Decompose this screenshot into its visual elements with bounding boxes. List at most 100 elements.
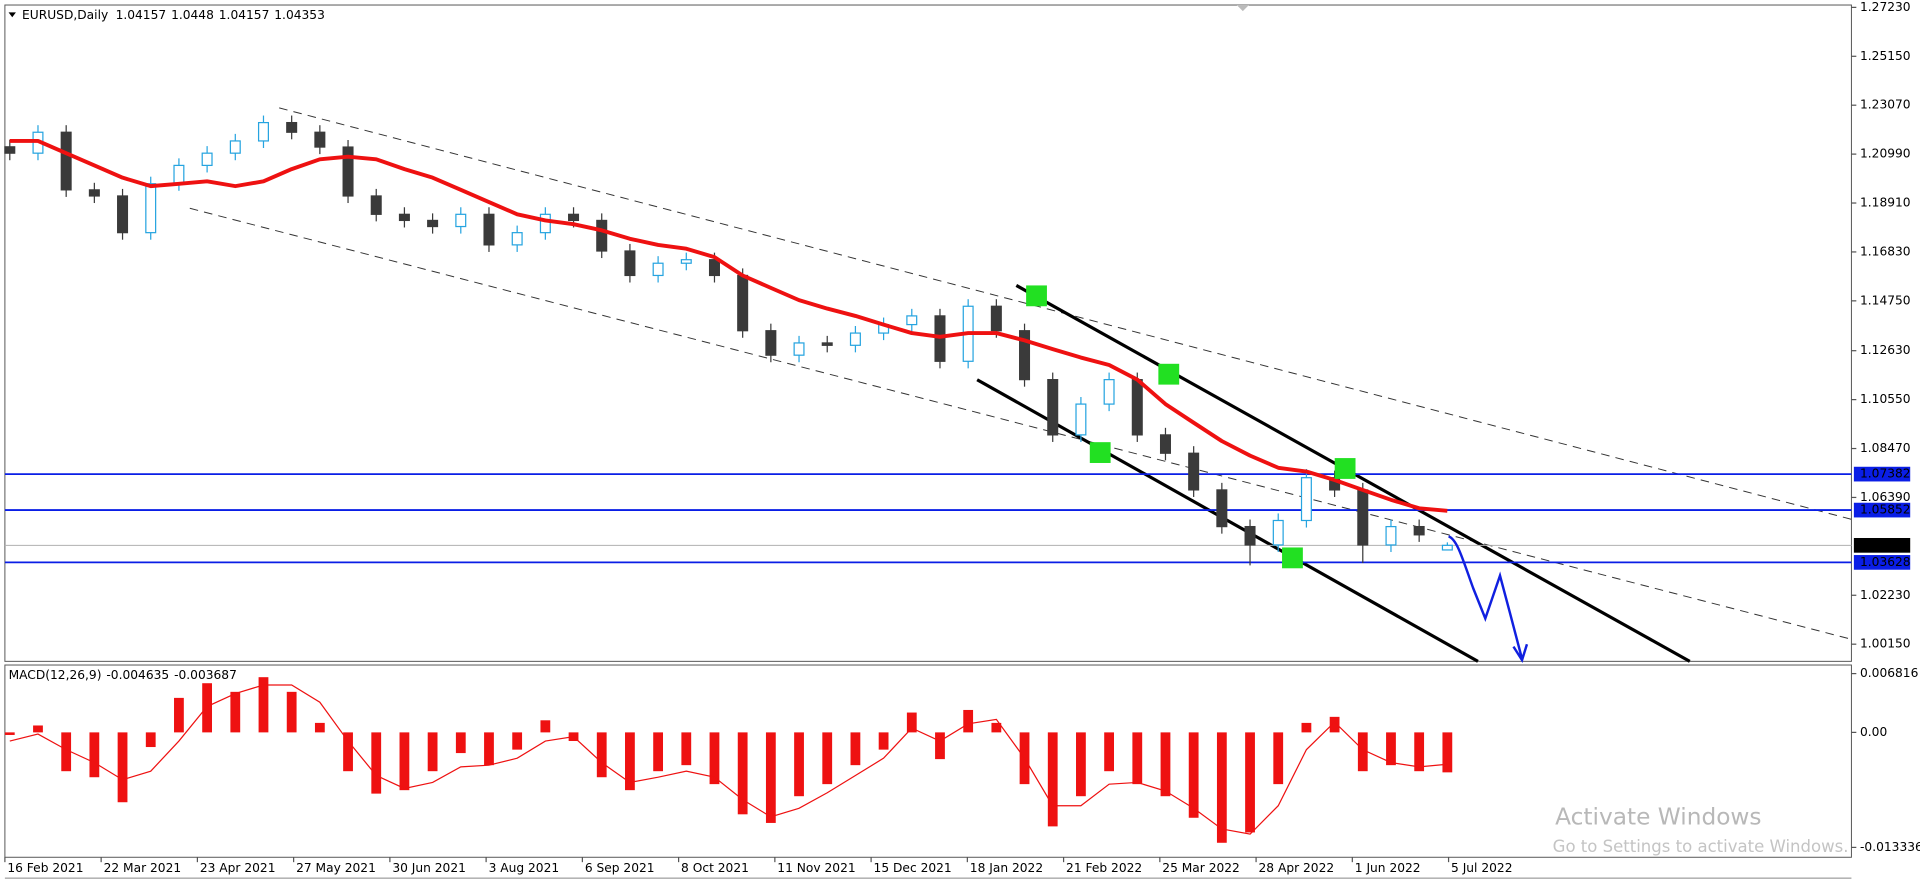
watermark-subtitle: Go to Settings to activate Windows.	[1553, 837, 1849, 856]
macd-bar	[427, 732, 438, 772]
candle-body	[1159, 434, 1171, 454]
forecast-arrow	[1447, 535, 1529, 664]
candle-body	[286, 121, 298, 133]
candle-body	[1019, 330, 1031, 381]
candle-body	[680, 259, 692, 264]
candle-body	[1131, 379, 1143, 436]
candle-body	[427, 219, 439, 228]
x-tick-label: 6 Sep 2021	[585, 861, 655, 875]
high-value: 1.0448	[171, 7, 214, 21]
macd-bar	[653, 732, 664, 772]
level-box	[1853, 555, 1911, 570]
macd-value: -0.004635	[106, 667, 169, 681]
x-tick-label: 16 Feb 2021	[7, 861, 83, 875]
x-tick-label: 18 Jan 2022	[970, 861, 1043, 875]
y-tick-label: 1.20990	[1860, 147, 1911, 161]
candle-body	[201, 152, 213, 167]
candle-body	[1047, 379, 1059, 436]
y-tick-label: 1.27230	[1860, 0, 1911, 14]
macd-bar	[286, 691, 297, 733]
macd-bar	[4, 732, 15, 735]
macd-bar	[540, 720, 551, 733]
y-tick-label: 1.12630	[1860, 343, 1911, 357]
y-tick-label: 1.02230	[1860, 588, 1911, 602]
macd-bar	[1047, 732, 1058, 827]
touch-marker	[1158, 363, 1180, 385]
macd-bar	[737, 732, 748, 815]
candle-body	[906, 315, 918, 326]
touch-marker	[1334, 458, 1356, 479]
signal-value: -0.003687	[174, 667, 237, 681]
y-tick-label: 1.14750	[1860, 293, 1911, 307]
y-tick-label: 1.08470	[1860, 441, 1911, 455]
macd-bar	[794, 732, 804, 797]
level-label: 1.07382	[1860, 467, 1911, 481]
watermark-title: Activate Windows	[1555, 804, 1761, 831]
candle-body	[737, 274, 749, 332]
macd-bar	[1329, 716, 1340, 733]
x-tick-label: 5 Jul 2022	[1451, 861, 1512, 875]
x-tick-label: 3 Aug 2021	[489, 861, 560, 875]
close-value: 1.04353	[274, 7, 325, 21]
x-tick-label: 8 Oct 2021	[681, 861, 749, 875]
macd-bar	[1132, 732, 1143, 785]
macd-bar	[1188, 732, 1199, 818]
price-pane	[4, 4, 1852, 662]
candle-body	[314, 131, 326, 148]
macd-bar	[1104, 732, 1114, 772]
y-tick-label: 1.23070	[1860, 98, 1911, 112]
candle-body	[1300, 477, 1312, 522]
candle-body	[765, 330, 777, 356]
open-value: 1.04157	[116, 7, 167, 21]
candle-body	[821, 342, 833, 346]
candle-body	[229, 140, 241, 154]
candle-body	[1188, 452, 1200, 491]
macd-bar	[963, 709, 974, 733]
macd-bar	[850, 732, 861, 766]
candle-body	[145, 183, 157, 234]
level-label: 1.03628	[1860, 555, 1911, 569]
macd-bar	[89, 732, 100, 778]
macd-bar	[1357, 732, 1368, 772]
macd-y-tick-label: 0.006816	[1860, 666, 1919, 680]
candle-body	[596, 219, 608, 252]
macd-bar	[33, 725, 43, 733]
macd-header: MACD(12,26,9) -0.004635 -0.003687	[9, 667, 237, 681]
candle-body	[370, 195, 382, 215]
macd-y-tick-label: 0.00	[1860, 725, 1887, 739]
candle-body	[1075, 403, 1087, 436]
candle-body	[990, 305, 1002, 332]
markers	[1026, 285, 1356, 569]
candle-body	[483, 213, 495, 246]
candle-body	[849, 332, 861, 346]
macd-bar	[991, 722, 1002, 733]
candle-body	[568, 213, 580, 222]
y-tick-label: 1.25150	[1860, 49, 1911, 63]
candle-body	[1357, 489, 1369, 546]
macd-bar	[822, 732, 833, 785]
candle-body	[793, 342, 805, 356]
macd-y-tick-label: -0.013336	[1860, 840, 1920, 854]
level-box	[1853, 502, 1911, 518]
macd-bar	[1160, 732, 1171, 797]
x-tick-label: 15 Dec 2021	[874, 861, 952, 875]
shift-marker	[1236, 5, 1249, 12]
macd-bar	[1076, 732, 1086, 797]
macd-bar	[906, 712, 917, 733]
macd-bar	[174, 697, 184, 733]
macd-bar	[455, 732, 466, 754]
macd-signal	[9, 684, 1448, 835]
macd-bar	[117, 732, 128, 803]
candle-body	[652, 262, 664, 277]
candle-body	[539, 213, 551, 234]
macd-bar	[1216, 732, 1227, 843]
dashed-channel-bottom	[189, 207, 1852, 640]
candle-body	[511, 232, 523, 246]
chart-header: EURUSD,Daily 1.04157 1.0448 1.04157 1.04353	[22, 7, 325, 21]
macd-bar	[314, 722, 325, 733]
candle-body	[257, 121, 269, 142]
macd-bar	[202, 683, 213, 733]
